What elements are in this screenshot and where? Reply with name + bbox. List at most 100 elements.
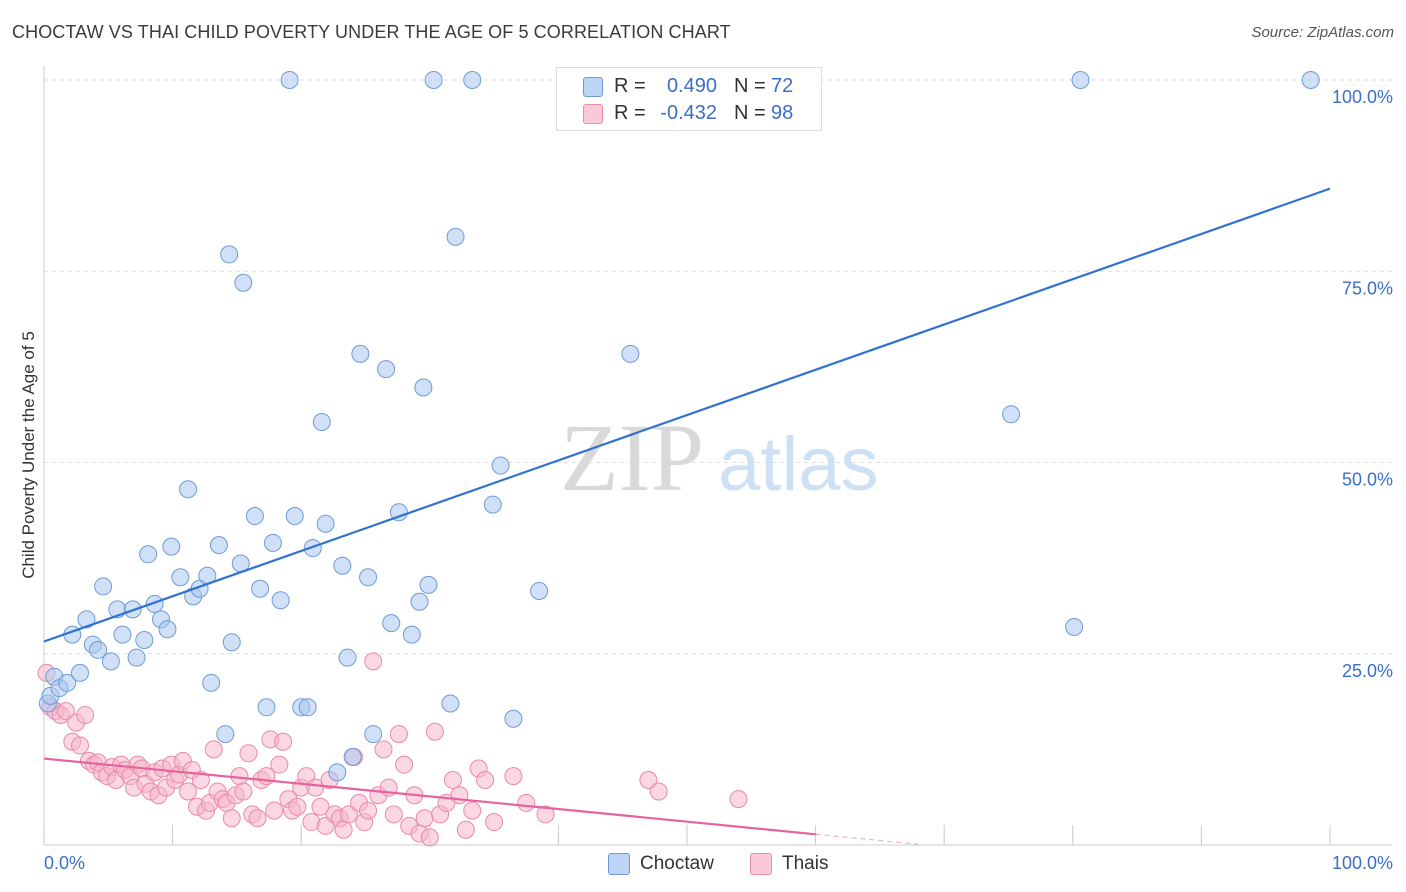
choctaw-point [410, 592, 429, 611]
choctaw-point [1071, 71, 1090, 89]
choctaw-point [491, 456, 510, 475]
watermark: ZIP atlas [560, 404, 879, 511]
n-value: 72 [771, 75, 794, 97]
thais-point [222, 809, 241, 828]
choctaw-point [621, 344, 640, 363]
chart-source: Source: ZipAtlas.com [1251, 24, 1394, 41]
thais-point [384, 805, 403, 824]
r-value: 0.490 [666, 75, 717, 97]
n-label: N = [734, 75, 766, 97]
choctaw-point [285, 507, 304, 526]
choctaw-point [71, 663, 90, 682]
x-tick-label: 100.0% [1332, 853, 1393, 873]
r-label: R = [614, 75, 646, 97]
thais-point [395, 755, 414, 774]
thais-point [649, 782, 668, 801]
thais-point [234, 782, 253, 801]
trend-lines [43, 187, 1331, 845]
legend-row-thais: R = -0.432 N = 98 [557, 101, 821, 127]
thais-point [485, 813, 504, 832]
choctaw-point [312, 412, 331, 431]
choctaw-point [389, 503, 408, 522]
choctaw-point [377, 360, 396, 379]
thais-point [274, 732, 293, 751]
choctaw-point [364, 725, 383, 744]
thais-point [504, 767, 523, 786]
thais-trend-line [43, 757, 816, 836]
thais-point [463, 801, 482, 820]
thais-point [270, 755, 289, 774]
x-tick-labels: 0.0% 100.0% [44, 853, 1393, 873]
choctaw-point [245, 507, 264, 526]
thais-point [248, 809, 267, 828]
choctaw-swatch [583, 77, 603, 97]
choctaw-point [209, 536, 228, 555]
thais-point [536, 805, 555, 824]
y-tick-labels: 25.0% 50.0% 75.0% 100.0% [1332, 87, 1393, 681]
thais-point [339, 805, 358, 824]
choctaw-point [216, 725, 235, 744]
choctaw-point [483, 495, 502, 514]
choctaw-point [298, 698, 317, 717]
choctaw-point [303, 539, 322, 558]
choctaw-point [351, 344, 370, 363]
choctaw-point [94, 577, 113, 596]
n-value: 98 [771, 102, 794, 124]
thais-point [389, 725, 408, 744]
choctaw-point [504, 709, 523, 728]
choctaw-point [446, 227, 465, 246]
thais-point [639, 770, 658, 789]
choctaw-point [402, 625, 421, 644]
thais-swatch [583, 104, 603, 124]
choctaw-point [135, 630, 154, 649]
choctaw-point [89, 640, 108, 659]
thais-point [306, 778, 325, 797]
choctaw-point [202, 673, 221, 692]
choctaw-point [77, 610, 96, 629]
thais-point [359, 801, 378, 820]
choctaw-point [257, 698, 276, 717]
choctaw-point [1065, 617, 1084, 636]
choctaw-point [530, 582, 549, 601]
choctaw-point [139, 545, 158, 564]
choctaw-point [424, 71, 443, 89]
thais-point [443, 770, 462, 789]
choctaw-point [328, 763, 347, 782]
choctaw-point [158, 620, 177, 639]
choctaw-point [414, 378, 433, 397]
thais-point [476, 770, 495, 789]
choctaw-point [263, 533, 282, 552]
thais-point [311, 797, 330, 816]
thais-point [288, 797, 307, 816]
thais-point [415, 809, 434, 828]
grid-lines [44, 79, 1392, 655]
watermark-atlas: atlas [718, 422, 879, 507]
choctaw-point [316, 514, 335, 533]
thais-point [239, 744, 258, 763]
choctaw-point [145, 595, 164, 614]
choctaw-point [463, 71, 482, 89]
choctaw-point [441, 694, 460, 713]
thais-point [456, 820, 475, 839]
thais-point [425, 722, 444, 741]
thais-point [71, 736, 90, 755]
y-tick-label: 50.0% [1342, 470, 1393, 490]
choctaw-point [359, 568, 378, 587]
choctaw-point [179, 480, 198, 499]
thais-point [56, 702, 75, 721]
thais-point [204, 740, 223, 759]
thai-points [37, 652, 748, 847]
choctaw-point [271, 591, 290, 610]
choctaw-point [251, 579, 270, 598]
watermark-zip: ZIP [560, 404, 704, 511]
y-tick-label: 25.0% [1342, 661, 1393, 681]
thais-point [265, 801, 284, 820]
thais-point [420, 828, 439, 847]
chart-title: CHOCTAW VS THAI CHILD POVERTY UNDER THE … [12, 22, 731, 42]
thais-legend-swatch [750, 853, 772, 875]
choctaw-legend-label: Choctaw [640, 853, 714, 874]
thais-point [374, 740, 393, 759]
choctaw-point [338, 648, 357, 667]
thais-point [450, 786, 469, 805]
